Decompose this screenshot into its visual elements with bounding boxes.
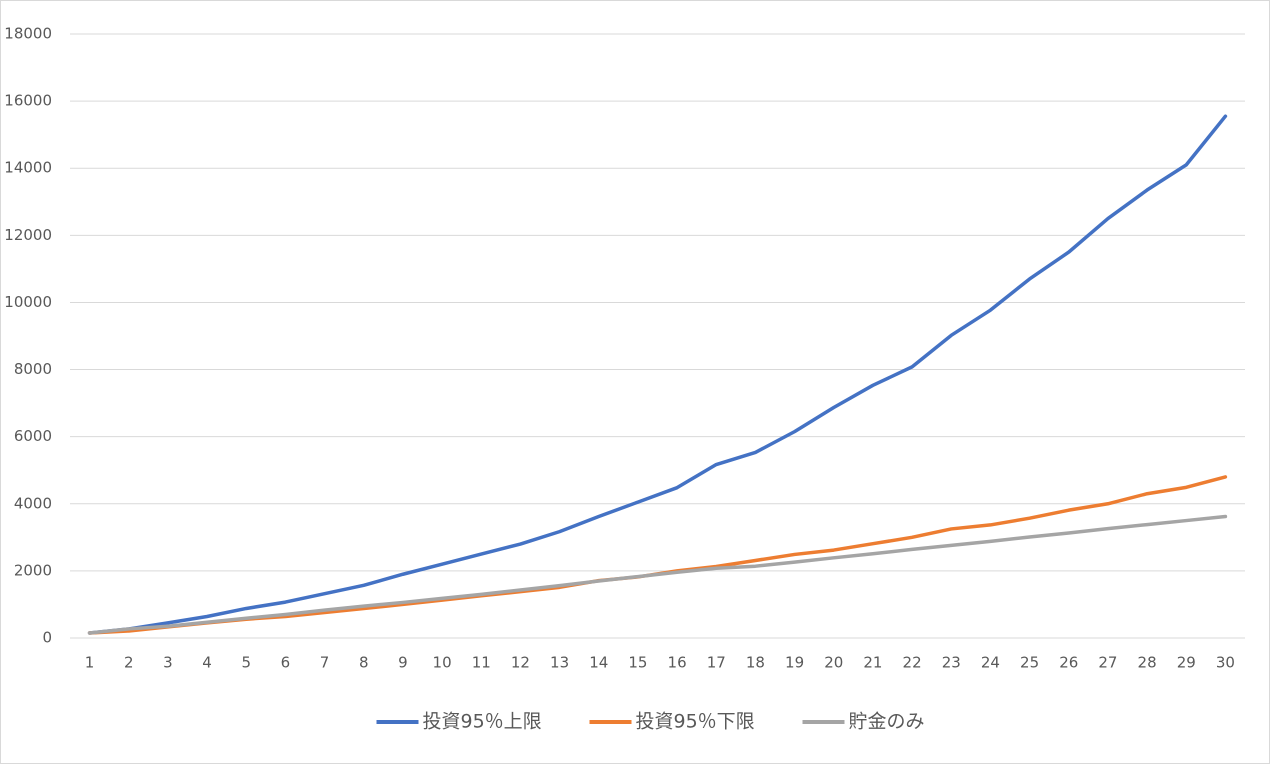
series-line: [87, 514, 1228, 635]
y-tick-label: 2000: [14, 561, 52, 579]
y-tick-label: 6000: [14, 427, 52, 445]
x-tick-label: 18: [746, 654, 765, 672]
x-tick-label: 1: [85, 654, 95, 672]
x-tick-label: 26: [1059, 654, 1078, 672]
x-tick-label: 29: [1177, 654, 1196, 672]
legend-label: 貯金のみ: [849, 711, 925, 733]
x-tick-label: 2: [124, 654, 134, 672]
x-tick-label: 23: [942, 654, 961, 672]
series-line: [87, 114, 1228, 635]
x-tick-label: 24: [981, 654, 1000, 672]
x-tick-label: 30: [1216, 654, 1235, 672]
y-tick-label: 12000: [4, 226, 52, 244]
x-tick-label: 11: [472, 654, 491, 672]
y-tick-label: 10000: [4, 293, 52, 311]
x-tick-label: 28: [1138, 654, 1157, 672]
y-tick-label: 16000: [4, 92, 52, 110]
legend-label: 投資95％下限: [636, 711, 755, 733]
x-tick-label: 17: [707, 654, 726, 672]
x-tick-label: 9: [398, 654, 408, 672]
x-tick-label: 25: [1020, 654, 1039, 672]
legend-label: 投資95％上限: [423, 711, 542, 733]
x-tick-label: 10: [433, 654, 452, 672]
x-tick-label: 13: [550, 654, 569, 672]
x-tick-label: 20: [824, 654, 843, 672]
x-tick-label: 15: [628, 654, 647, 672]
x-tick-label: 4: [202, 654, 212, 672]
x-tick-label: 7: [320, 654, 330, 672]
x-tick-label: 8: [359, 654, 369, 672]
x-tick-label: 27: [1098, 654, 1117, 672]
y-tick-label: 8000: [14, 360, 52, 378]
y-tick-label: 14000: [4, 159, 52, 177]
y-tick-label: 4000: [14, 494, 52, 512]
y-tick-label: 18000: [4, 25, 52, 43]
x-tick-label: 22: [903, 654, 922, 672]
x-tick-label: 19: [785, 654, 804, 672]
x-tick-label: 3: [163, 654, 173, 672]
legend: 投資95％上限 投資95％下限 貯金のみ: [376, 711, 925, 733]
x-tick-label: 16: [668, 654, 687, 672]
x-tick-label: 21: [863, 654, 882, 672]
x-tick-label: 6: [281, 654, 291, 672]
y-tick-label: 0: [42, 629, 52, 647]
x-tick-label: 14: [589, 654, 608, 672]
x-tick-label: 12: [511, 654, 530, 672]
x-tick-label: 5: [241, 654, 251, 672]
